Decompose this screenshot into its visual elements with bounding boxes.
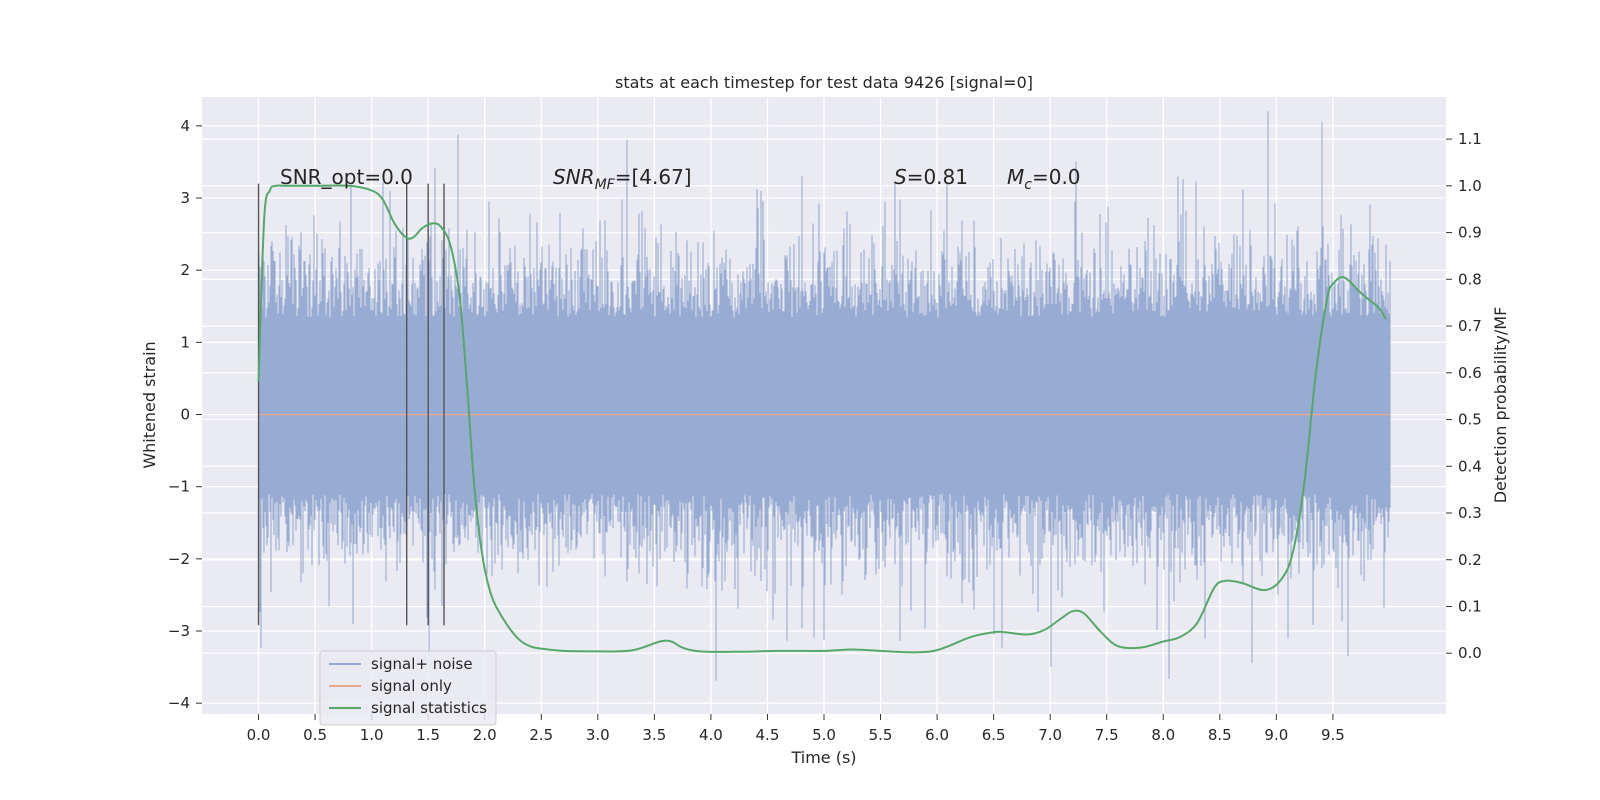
x-tick-label: 9.0: [1264, 726, 1288, 744]
y-tick-label: 4: [180, 117, 190, 135]
x-tick-label: 6.5: [982, 726, 1006, 744]
x-tick-label: 2.0: [473, 726, 497, 744]
y2-tick-label: 0.1: [1458, 597, 1482, 615]
annotation-s: S=0.81: [894, 165, 968, 189]
axis-ticks: 0.0 0.5 1.0 1.5 2.0 2.5 3.0 3.5 4.0 4.5 5.0 5.5 6.0 6…: [168, 117, 1482, 744]
x-axis-label: Time (s): [790, 748, 856, 767]
annotation-snr-mf: SNRMF=[4.67]: [553, 165, 692, 193]
series-signal-statistics: [257, 184, 1387, 654]
x-tick-label: 1.0: [360, 726, 384, 744]
x-tick-label: 7.5: [1095, 726, 1119, 744]
x-tick-label: 8.0: [1151, 726, 1175, 744]
annotation-mc-sub: c: [1024, 177, 1032, 193]
y2-tick-label: 0.9: [1458, 224, 1482, 242]
y2-tick-label: 1.0: [1458, 177, 1482, 195]
y2-tick-label: 0.7: [1458, 317, 1482, 335]
y-tick-label: 0: [180, 406, 190, 424]
y2-tick-label: 0.3: [1458, 504, 1482, 522]
x-tick-label: 5.5: [869, 726, 893, 744]
chart-title: stats at each timestep for test data 942…: [615, 73, 1033, 92]
legend: signal+ noise signal only signal statist…: [319, 650, 497, 726]
x-tick-label: 9.5: [1321, 726, 1345, 744]
y-tick-label: −1: [168, 478, 190, 496]
annotation-snr-mf-base: SNR: [553, 165, 595, 189]
x-tick-label: 6.0: [925, 726, 949, 744]
y2-tick-label: 0.4: [1458, 457, 1482, 475]
x-tick-label: 0.0: [247, 726, 271, 744]
y2-tick-label: 0.0: [1458, 644, 1482, 662]
annotation-snr-opt: SNR_opt=0.0: [280, 165, 413, 189]
x-tick-label: 4.5: [756, 726, 780, 744]
annotation-snr-mf-value: =[4.67]: [615, 165, 692, 189]
y2-tick-label: 0.8: [1458, 270, 1482, 288]
y2-tick-label: 1.1: [1458, 130, 1482, 148]
annotation-mc-base: M: [1007, 165, 1024, 189]
y-tick-label: −4: [168, 694, 190, 712]
legend-label-signal-only: signal only: [371, 677, 452, 695]
y-tick-label: −3: [168, 622, 190, 640]
y-tick-label: 3: [180, 189, 190, 207]
y2-tick-label: 0.2: [1458, 551, 1482, 569]
y2-tick-label: 0.5: [1458, 411, 1482, 429]
annotation-mc: Mc=0.0: [1007, 165, 1081, 193]
x-tick-label: 4.0: [699, 726, 723, 744]
legend-label-signal-statistics: signal statistics: [371, 699, 487, 717]
annotation-s-value: =0.81: [907, 165, 968, 189]
legend-box: [319, 650, 497, 726]
x-tick-label: 0.5: [303, 726, 327, 744]
y-tick-label: 2: [180, 261, 190, 279]
annotation-snr-mf-sub: MF: [595, 177, 616, 193]
x-tick-label: 8.5: [1208, 726, 1232, 744]
y-tick-label: −2: [168, 550, 190, 568]
annotation-s-label: S: [894, 165, 907, 189]
annotation-mc-value: =0.0: [1032, 165, 1081, 189]
legend-label-signal-noise: signal+ noise: [371, 655, 473, 673]
y2-axis-label: Detection probability/MF: [1491, 307, 1510, 504]
vertical-markers: [257, 183, 445, 626]
x-tick-label: 7.0: [1038, 726, 1062, 744]
y-tick-label: 1: [180, 333, 190, 351]
x-tick-label: 5.0: [812, 726, 836, 744]
x-tick-label: 2.5: [529, 726, 553, 744]
x-tick-label: 3.5: [642, 726, 666, 744]
y-axis-label: Whitened strain: [140, 341, 159, 468]
x-tick-label: 1.5: [416, 726, 440, 744]
y2-tick-label: 0.6: [1458, 364, 1482, 382]
x-tick-label: 3.0: [586, 726, 610, 744]
